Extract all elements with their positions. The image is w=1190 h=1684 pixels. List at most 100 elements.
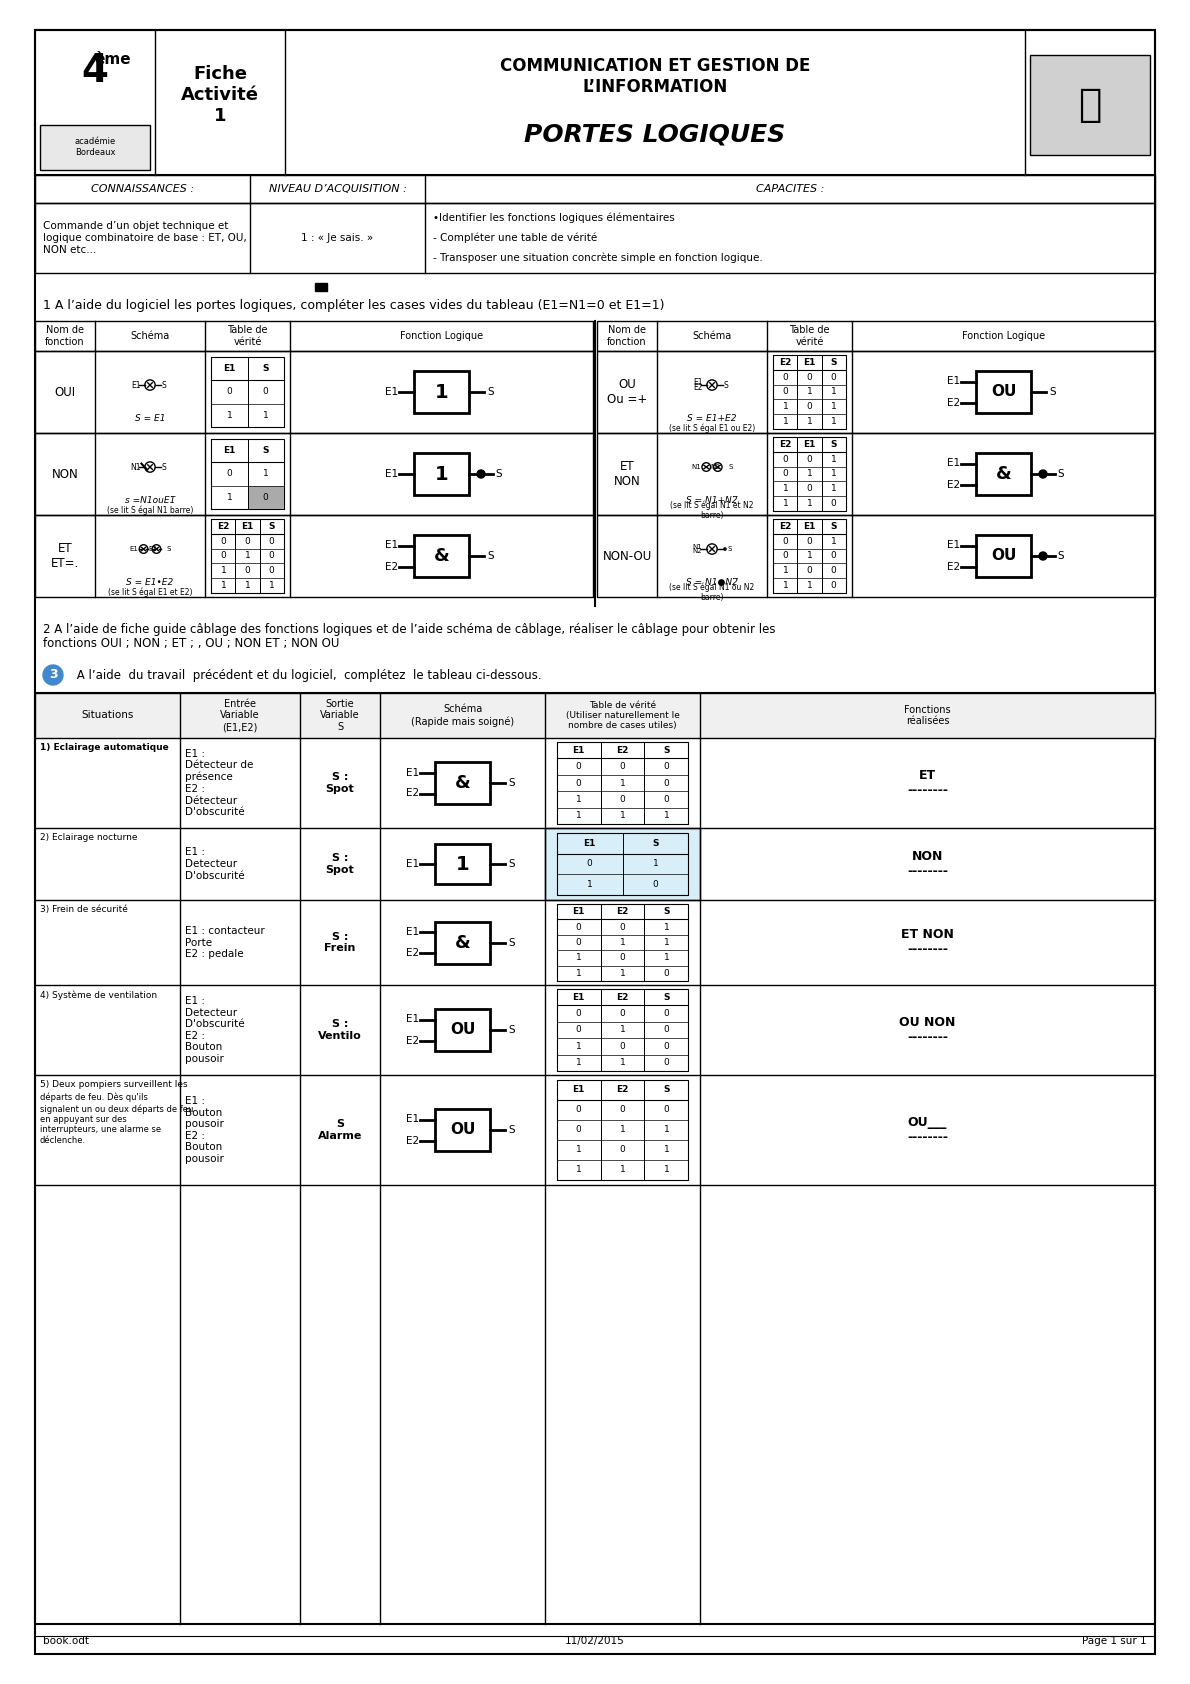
Text: 1: 1 <box>576 1145 582 1155</box>
Text: 0: 0 <box>269 551 275 561</box>
Text: E2: E2 <box>616 908 628 916</box>
Circle shape <box>1039 552 1047 561</box>
Text: E1: E1 <box>407 1115 420 1125</box>
Text: OU: OU <box>450 1022 475 1037</box>
Circle shape <box>1039 470 1047 478</box>
Text: 0: 0 <box>783 387 788 396</box>
Text: 1: 1 <box>664 938 669 946</box>
Text: 1: 1 <box>664 923 669 931</box>
Text: S: S <box>1058 470 1064 478</box>
Bar <box>1031 56 1150 155</box>
Text: S: S <box>831 357 837 367</box>
Text: 3: 3 <box>49 669 57 682</box>
Text: E1: E1 <box>386 387 399 397</box>
Text: 0: 0 <box>807 566 813 576</box>
Text: CAPACITES :: CAPACITES : <box>756 184 825 194</box>
Text: E1: E1 <box>407 859 420 869</box>
Text: 1: 1 <box>434 382 449 401</box>
Text: E1 :
Detecteur
D'obscurité
E2 :
Bouton
pousoir: E1 : Detecteur D'obscurité E2 : Bouton p… <box>184 995 245 1064</box>
Bar <box>545 829 700 899</box>
Text: 1: 1 <box>620 1058 626 1068</box>
Text: Schéma
(Rapide mais soigné): Schéma (Rapide mais soigné) <box>411 704 514 726</box>
Text: 0: 0 <box>620 795 626 803</box>
Text: Sortie
Variable
S: Sortie Variable S <box>320 699 359 733</box>
Text: S :
Spot: S : Spot <box>326 773 355 793</box>
Text: E1: E1 <box>947 541 960 551</box>
Text: 4) Système de ventilation: 4) Système de ventilation <box>40 990 157 1000</box>
Text: Table de
vérité: Table de vérité <box>789 325 829 347</box>
Text: E2: E2 <box>386 561 399 571</box>
Text: S: S <box>1058 551 1064 561</box>
Text: 💻: 💻 <box>1078 86 1102 125</box>
Text: Page 1 sur 1: Page 1 sur 1 <box>1083 1635 1147 1645</box>
Bar <box>597 515 1155 598</box>
Text: E1: E1 <box>407 926 420 936</box>
Text: 1: 1 <box>263 411 269 419</box>
Text: E2: E2 <box>947 480 960 490</box>
Text: E2: E2 <box>407 948 420 958</box>
Text: PORTES LOGIQUES: PORTES LOGIQUES <box>525 123 785 147</box>
Text: S: S <box>496 470 502 478</box>
Text: E2: E2 <box>779 522 791 530</box>
Text: E2: E2 <box>693 382 702 392</box>
Text: S = E1+E2: S = E1+E2 <box>688 414 737 423</box>
Text: Nom de
fonction: Nom de fonction <box>607 325 647 347</box>
Text: 4: 4 <box>81 52 108 89</box>
Text: 1: 1 <box>831 418 837 426</box>
Text: ET
NON: ET NON <box>614 460 640 488</box>
Text: E1: E1 <box>583 839 596 849</box>
Bar <box>315 283 327 291</box>
Text: 0: 0 <box>652 881 658 889</box>
Text: 0: 0 <box>664 778 669 788</box>
Text: 1: 1 <box>783 500 788 509</box>
Text: 0: 0 <box>226 470 232 478</box>
Text: 0: 0 <box>664 795 669 803</box>
Text: 1: 1 <box>807 500 813 509</box>
Text: 1: 1 <box>831 455 837 463</box>
Text: 1: 1 <box>783 402 788 411</box>
Text: E1 :
Detecteur
D'obscurité: E1 : Detecteur D'obscurité <box>184 847 245 881</box>
Text: S = E1: S = E1 <box>134 414 165 423</box>
Text: 1: 1 <box>807 387 813 396</box>
Text: 0: 0 <box>269 566 275 576</box>
Text: 0: 0 <box>263 387 269 396</box>
Text: 0: 0 <box>245 537 250 546</box>
Bar <box>976 536 1031 578</box>
Text: N2: N2 <box>693 549 702 554</box>
Text: E1: E1 <box>572 1086 584 1095</box>
Text: S: S <box>508 938 515 948</box>
Text: Commande d’un objet technique et
logique combinatoire de base : ET, OU,
NON etc.: Commande d’un objet technique et logique… <box>43 221 246 254</box>
Text: 0: 0 <box>807 372 813 382</box>
Circle shape <box>43 665 63 685</box>
Bar <box>597 322 1155 350</box>
Text: S: S <box>728 465 733 470</box>
Text: N1: N1 <box>691 465 701 470</box>
Text: 1: 1 <box>664 953 669 963</box>
Text: 0: 0 <box>620 1042 626 1051</box>
Text: OU: OU <box>991 384 1016 399</box>
Bar <box>774 519 846 593</box>
Text: S: S <box>727 546 732 552</box>
Text: 1: 1 <box>783 485 788 493</box>
Bar <box>597 350 1155 433</box>
Text: 2 A l’aide de fiche guide câblage des fonctions logiques et de l’aide schéma de : 2 A l’aide de fiche guide câblage des fo… <box>43 623 776 637</box>
Text: 1: 1 <box>807 470 813 478</box>
Circle shape <box>724 547 726 551</box>
Text: Table de vérité
(Utiliser naturellement le
nombre de cases utiles): Table de vérité (Utiliser naturellement … <box>565 701 679 731</box>
Bar <box>976 370 1031 413</box>
Text: Fonction Logique: Fonction Logique <box>962 332 1045 340</box>
Text: Entrée
Variable
(E1,E2): Entrée Variable (E1,E2) <box>220 699 259 733</box>
Text: S
Alarme: S Alarme <box>318 1120 362 1140</box>
Text: (se lit S égal N1 barre): (se lit S égal N1 barre) <box>107 505 193 515</box>
Text: 1: 1 <box>269 581 275 591</box>
Text: S :
Spot: S : Spot <box>326 854 355 874</box>
Text: S: S <box>724 381 728 389</box>
Text: 0: 0 <box>664 1042 669 1051</box>
Text: &: & <box>455 933 470 951</box>
Text: 1: 1 <box>576 968 582 978</box>
Text: - Compléter une table de vérité: - Compléter une table de vérité <box>433 232 597 242</box>
Text: 0: 0 <box>576 938 582 946</box>
Text: 1: 1 <box>620 1125 626 1135</box>
Bar <box>212 519 283 593</box>
Text: E1: E1 <box>947 458 960 468</box>
